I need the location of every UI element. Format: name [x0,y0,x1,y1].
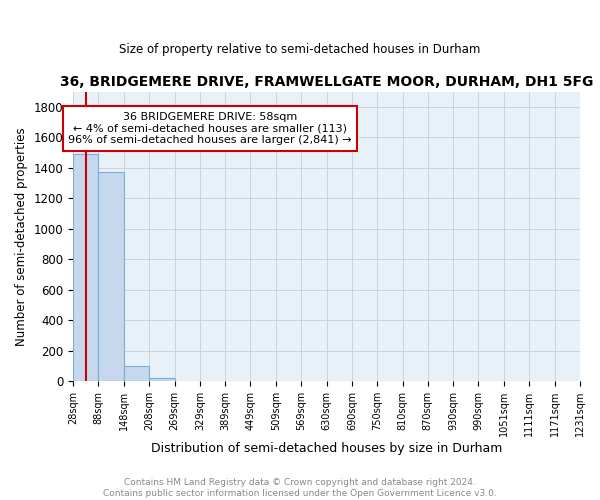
Text: 36 BRIDGEMERE DRIVE: 58sqm
← 4% of semi-detached houses are smaller (113)
96% of: 36 BRIDGEMERE DRIVE: 58sqm ← 4% of semi-… [68,112,352,145]
X-axis label: Distribution of semi-detached houses by size in Durham: Distribution of semi-detached houses by … [151,442,502,455]
Bar [98,172,124,382]
Bar [124,366,149,382]
Title: 36, BRIDGEMERE DRIVE, FRAMWELLGATE MOOR, DURHAM, DH1 5FG: 36, BRIDGEMERE DRIVE, FRAMWELLGATE MOOR,… [60,75,593,89]
Y-axis label: Number of semi-detached properties: Number of semi-detached properties [15,127,28,346]
Bar [149,378,175,382]
Text: Contains HM Land Registry data © Crown copyright and database right 2024.
Contai: Contains HM Land Registry data © Crown c… [103,478,497,498]
Bar [73,154,98,382]
Text: Size of property relative to semi-detached houses in Durham: Size of property relative to semi-detach… [119,42,481,56]
